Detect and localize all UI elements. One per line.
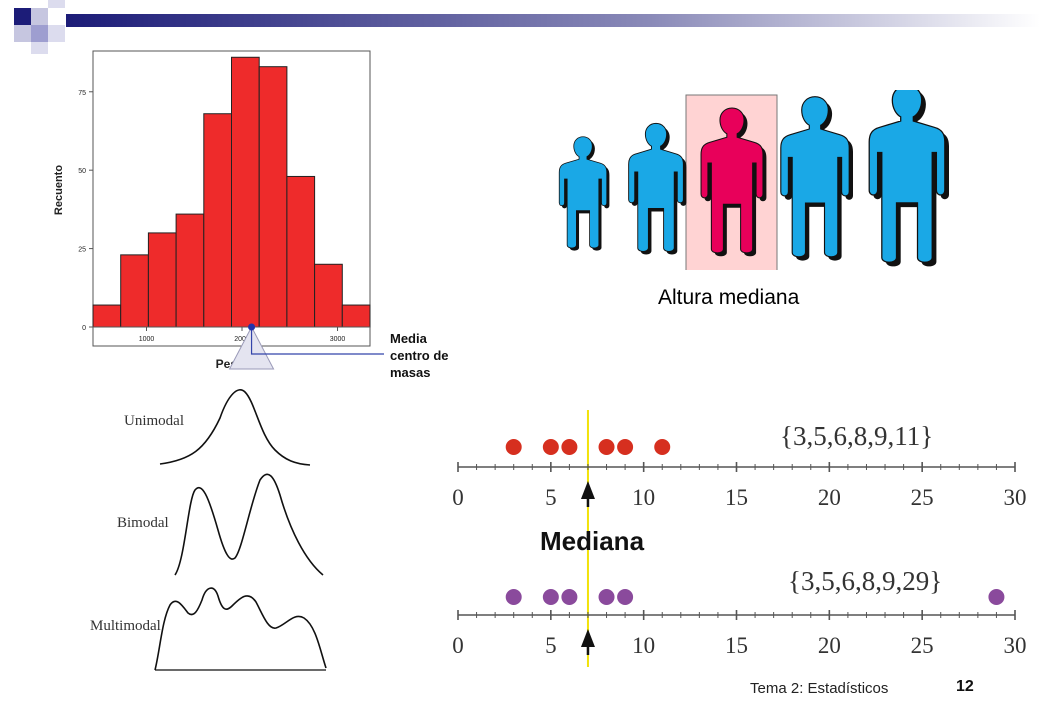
bimodal-label: Bimodal [117,515,169,531]
mean-pointer-line [250,327,384,355]
number-line-label: 20 [818,633,841,658]
number-line-label: 10 [632,633,655,658]
number-line-label: 5 [545,485,557,510]
histogram-bar [258,66,288,328]
number-line-label: 10 [632,485,655,510]
number-line-label: 30 [1004,633,1027,658]
person-icon [628,122,687,255]
data-point-set1 [617,439,634,455]
number-line-label: 5 [545,633,557,658]
number-line-label: 30 [1004,485,1027,510]
mean-label-line: Media [390,331,427,346]
median-arrow-icon [580,481,595,499]
y-axis-label: Recuento [53,165,65,215]
bimodal-curve [174,473,324,576]
banner-gradient-bar [66,14,1040,27]
data-point-set1 [598,439,615,455]
person-icon-highlighted [700,107,767,257]
banner-square-mid [31,25,48,42]
histogram-bars [92,56,371,328]
number-line-label: 15 [725,633,748,658]
x-axis-ticks: 1000 2000 3000 [139,327,346,343]
histogram-bar [147,232,177,328]
number-line-label: 25 [911,485,934,510]
set2-label: {3,5,6,8,9,29} [788,566,942,596]
data-point-set2 [988,589,1005,605]
y-tick-label: 75 [78,90,86,97]
y-tick-label: 0 [82,325,86,332]
histogram-bar [175,213,205,328]
multimodal-label: Multimodal [90,618,161,634]
data-point-set2 [561,589,578,605]
number-line-label: 15 [725,485,748,510]
banner-square-dark [14,8,31,25]
data-point-set2 [617,589,634,605]
histogram-bar [286,175,316,328]
set1-label: {3,5,6,8,9,11} [780,421,933,451]
person-icon [558,136,610,251]
median-title: Mediana [540,526,645,556]
mean-label: Media centro de masas [390,330,449,381]
person-icon [868,90,949,267]
mean-dot [248,323,256,331]
banner-square-pale [48,25,65,42]
mean-label-line: centro de [390,348,449,363]
histogram-bar [231,56,260,328]
number-line-label: 25 [911,633,934,658]
x-tick-label: 1000 [139,336,155,343]
footer-title: Tema 2: Estadísticos [750,680,889,697]
data-point-set2 [505,589,522,605]
person-icon [780,96,853,261]
histogram-bar [203,113,233,328]
data-point-set1 [542,439,559,455]
unimodal-curve [159,389,311,466]
multimodal-curve [154,587,327,671]
x-tick-label: 2000 [234,336,250,343]
banner-square-pale [48,0,65,8]
banner-graphic [14,0,1040,54]
histogram-bar [92,304,122,328]
number-line-label: 0 [452,485,464,510]
histogram-bar [120,254,149,328]
data-point-set1 [505,439,522,455]
histogram-bar [314,263,343,328]
mean-label-line: masas [390,365,431,380]
median-arrow-icon [580,629,595,647]
heights-caption: Altura mediana [658,286,800,309]
number-line-label: 20 [818,485,841,510]
unimodal-label: Unimodal [124,413,184,429]
page-number: 12 [956,678,974,695]
data-point-set2 [598,589,615,605]
median-content: 0 5 10 15 20 25 30 0 5 10 15 20 25 30 [452,410,1027,667]
mean-marker [228,323,384,370]
title-banner [0,0,1040,60]
modality-curves: Unimodal Bimodal Multimodal [90,389,327,671]
y-tick-label: 50 [78,168,86,175]
median-demo: 0 5 10 15 20 25 30 0 5 10 15 20 25 30 Mediana {3,5,6,… [452,410,1027,667]
people-group [558,90,949,267]
banner-square-pale [31,42,48,54]
x-tick-label: 3000 [330,336,346,343]
y-tick-label: 25 [78,247,86,254]
y-axis-ticks: 0 25 50 75 [78,90,93,332]
people-heights [558,90,949,270]
number-line-label: 0 [452,633,464,658]
banner-square-light [14,25,31,42]
histogram-bar [341,304,371,328]
data-point-set2 [542,589,559,605]
banner-square-light [31,8,48,25]
data-point-set1 [654,439,671,455]
data-point-set1 [561,439,578,455]
